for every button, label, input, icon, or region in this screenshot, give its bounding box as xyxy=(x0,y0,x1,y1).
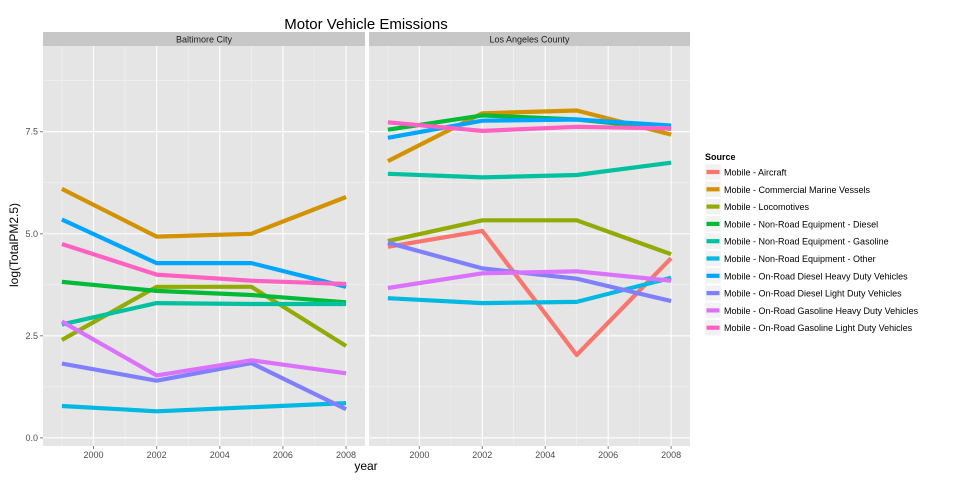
x-tick-label: 2004 xyxy=(535,450,555,460)
legend-item: Mobile - Non-Road Equipment - Diesel xyxy=(704,215,878,233)
legend-label: Mobile - On-Road Diesel Light Duty Vehic… xyxy=(724,289,902,299)
legend-label: Mobile - Non-Road Equipment - Diesel xyxy=(724,219,878,229)
series-line-mobile-on-road-gasoline-light-duty-vehicles xyxy=(61,242,347,287)
series-line-mobile-on-road-gasoline-light-duty-vehicles xyxy=(387,120,672,133)
legend-label: Mobile - On-Road Diesel Heavy Duty Vehic… xyxy=(724,271,908,281)
series-line-mobile-aircraft xyxy=(387,228,673,358)
chart-title: Motor Vehicle Emissions xyxy=(284,16,447,33)
legend-item: Mobile - Aircraft xyxy=(704,163,787,181)
legend-item: Mobile - Non-Road Equipment - Gasoline xyxy=(704,232,889,250)
legend-item: Mobile - On-Road Diesel Light Duty Vehic… xyxy=(704,284,902,302)
legend-label: Mobile - Locomotives xyxy=(724,202,810,212)
series-line-mobile-on-road-gasoline-heavy-duty-vehicles xyxy=(387,269,672,291)
legend-item: Mobile - On-Road Diesel Heavy Duty Vehic… xyxy=(704,267,908,285)
panel-los-angeles-county: Los Angeles County 2000 2002 2004 2006 2008 xyxy=(369,32,690,460)
x-tick-label: 2008 xyxy=(661,450,681,460)
series-line-mobile-locomotives xyxy=(387,218,672,257)
y-tick-label: 7.5 xyxy=(25,127,38,137)
y-tick-label: 0.0 xyxy=(25,433,38,443)
series-line-mobile-on-road-diesel-light-duty-vehicles xyxy=(61,361,348,412)
legend-label: Mobile - Commercial Marine Vessels xyxy=(724,185,871,195)
legend-item: Mobile - Commercial Marine Vessels xyxy=(704,181,871,198)
facet-strip-label: Los Angeles County xyxy=(489,35,570,45)
legend-label: Mobile - Non-Road Equipment - Other xyxy=(724,254,876,264)
x-tick-label: 2006 xyxy=(598,450,618,460)
series-line-mobile-non-road-equipment-gasoline xyxy=(387,160,672,180)
facet-strip xyxy=(369,32,690,46)
x-tick-label: 2002 xyxy=(147,450,167,460)
panel-baltimore-city: Baltimore City 2000 2002 2004 2006 2008 0.0 2.5… xyxy=(25,32,365,460)
y-axis-title: log(TotalPM2.5) xyxy=(7,203,21,287)
series-line-mobile-commercial-marine-vessels xyxy=(60,187,347,239)
x-tick-label: 2008 xyxy=(336,450,356,460)
x-tick-label: 2004 xyxy=(210,450,230,460)
series-line-mobile-on-road-diesel-heavy-duty-vehicles xyxy=(387,117,672,140)
legend-label: Mobile - Non-Road Equipment - Gasoline xyxy=(724,237,889,247)
plot-background xyxy=(43,46,365,446)
legend-item: Mobile - Locomotives xyxy=(704,198,810,215)
series-line-mobile-on-road-gasoline-heavy-duty-vehicles xyxy=(60,319,347,378)
series-line-mobile-on-road-diesel-heavy-duty-vehicles xyxy=(61,217,347,289)
x-tick-label: 2000 xyxy=(83,450,103,460)
facet-panels: Baltimore City 2000 2002 2004 2006 2008 0.0 2.5… xyxy=(25,32,690,460)
x-tick-label: 2000 xyxy=(409,450,429,460)
series-line-mobile-non-road-equipment-other xyxy=(61,401,347,414)
x-axis-title: year xyxy=(354,459,377,473)
legend-label: Mobile - Aircraft xyxy=(724,168,787,178)
series-line-mobile-non-road-equipment-gasoline xyxy=(61,301,347,327)
legend-item: Mobile - Non-Road Equipment - Other xyxy=(704,250,876,267)
series-line-mobile-non-road-equipment-diesel xyxy=(61,279,347,305)
x-tick-label: 2006 xyxy=(273,450,293,460)
legend-title: Source xyxy=(705,152,736,162)
legend-item: Mobile - On-Road Gasoline Heavy Duty Veh… xyxy=(704,302,919,319)
y-tick-label: 2.5 xyxy=(25,331,38,341)
x-tick-label: 2002 xyxy=(472,450,492,460)
legend-item: Mobile - On-Road Gasoline Light Duty Veh… xyxy=(704,319,913,336)
plot-background xyxy=(369,46,690,446)
legend-label: Mobile - On-Road Gasoline Heavy Duty Veh… xyxy=(724,306,919,316)
legend: Source Mobile - Aircraft Mobile - Commerc… xyxy=(704,152,919,336)
facet-strip xyxy=(43,32,365,46)
facet-strip-label: Baltimore City xyxy=(176,35,233,45)
y-tick-label: 5.0 xyxy=(25,229,38,239)
legend-label: Mobile - On-Road Gasoline Light Duty Veh… xyxy=(724,323,913,333)
